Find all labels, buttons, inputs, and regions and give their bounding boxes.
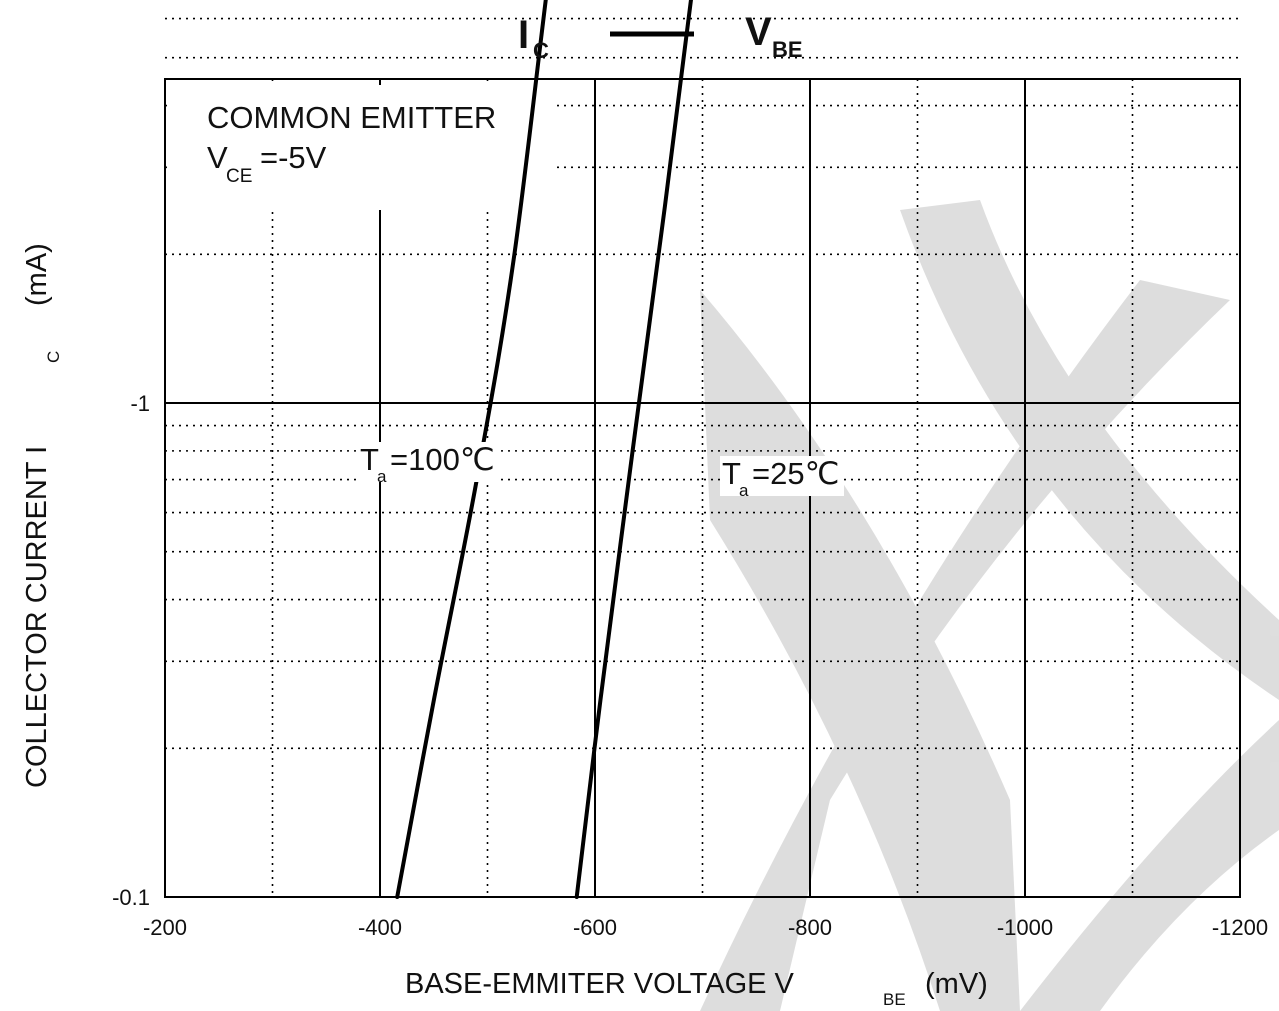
y-axis-label-unit: (mA) <box>21 243 53 306</box>
curve-label-sub: a <box>739 481 749 500</box>
x-tick-label: -600 <box>573 915 617 940</box>
x-tick-label: -1000 <box>997 915 1053 940</box>
annotation-box <box>170 85 552 210</box>
x-tick-labels: -200 -400 -600 -800 -1000 -1200 <box>143 915 1268 940</box>
series-line-ta-100 <box>395 0 548 899</box>
curve-label-value: =25℃ <box>752 456 839 491</box>
x-axis-label: BASE-EMMITER VOLTAGE V BE (mV) <box>405 968 988 1009</box>
annotation-vce-main: V <box>207 140 228 175</box>
x-tick-label: -800 <box>788 915 832 940</box>
watermark <box>700 200 1279 1011</box>
x-axis-label-unit: (mV) <box>925 968 988 1000</box>
x-axis-label-sub: BE <box>883 990 906 1009</box>
series <box>395 0 693 899</box>
x-tick-label: -200 <box>143 915 187 940</box>
title-right-sub: BE <box>772 37 803 62</box>
chart-title: I C V BE <box>518 10 803 63</box>
y-axis-label-sub: C <box>44 351 63 363</box>
y-tick-labels: -200-100-10-1-0.1 <box>112 391 150 910</box>
annotation-line1: COMMON EMITTER <box>207 100 496 135</box>
curve-label-main: T <box>360 442 379 477</box>
annotation-vce-sub: CE <box>226 166 252 187</box>
annotation-vce-value: =-5V <box>260 140 327 175</box>
annotation: COMMON EMITTER V CE =-5V <box>207 100 496 187</box>
curve-label-bg <box>358 442 498 482</box>
y-tick-label: -1 <box>130 391 150 416</box>
title-left-main: I <box>518 13 529 57</box>
plot-frame <box>164 78 1241 898</box>
x-axis-label-text: BASE-EMMITER VOLTAGE V <box>405 968 795 1000</box>
title-left-sub: C <box>533 38 549 63</box>
series-line-ta-25 <box>574 0 693 899</box>
x-tick-label: -1200 <box>1212 915 1268 940</box>
curve-label-sub: a <box>377 467 387 486</box>
curve-label-main: T <box>722 456 741 491</box>
curve-label-value: =100℃ <box>390 442 495 477</box>
x-tick-label: -400 <box>358 915 402 940</box>
y-axis-label: COLLECTOR CURRENT I C (mA) <box>21 243 63 788</box>
curve-labels: Ta =100℃ Ta =25℃ <box>358 442 844 500</box>
y-axis-label-text: COLLECTOR CURRENT I <box>21 446 53 788</box>
curve-label-bg <box>720 456 844 496</box>
y-tick-label: -0.1 <box>112 885 150 910</box>
title-right-main: V <box>745 10 772 54</box>
